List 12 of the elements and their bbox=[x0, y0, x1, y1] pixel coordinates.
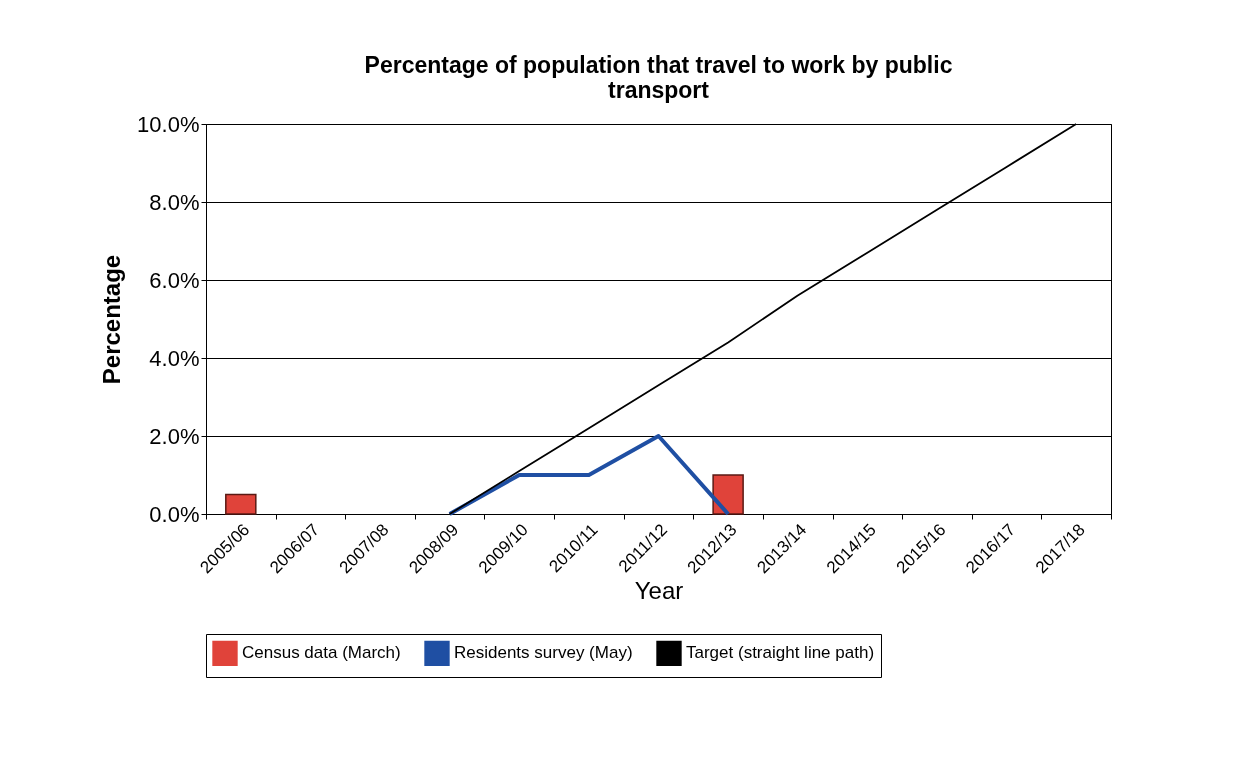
y-tick-label: 8.0% bbox=[149, 189, 200, 215]
y-axis-title: Percentage bbox=[98, 254, 126, 385]
y-tick-label: 2.0% bbox=[149, 423, 200, 449]
chart-title: Percentage of population that travel to work by public transport bbox=[364, 52, 953, 103]
legend-label: Residents survey (May) bbox=[454, 643, 633, 663]
y-tick-label: 6.0% bbox=[149, 267, 200, 293]
x-axis-title: Year bbox=[634, 577, 684, 605]
y-tick-label: 4.0% bbox=[149, 345, 200, 371]
legend-label: Target (straight line path) bbox=[686, 643, 875, 663]
y-tick-label: 0.0% bbox=[149, 501, 200, 527]
legend-label: Census data (March) bbox=[242, 643, 401, 663]
y-tick-label: 10.0% bbox=[137, 111, 200, 137]
